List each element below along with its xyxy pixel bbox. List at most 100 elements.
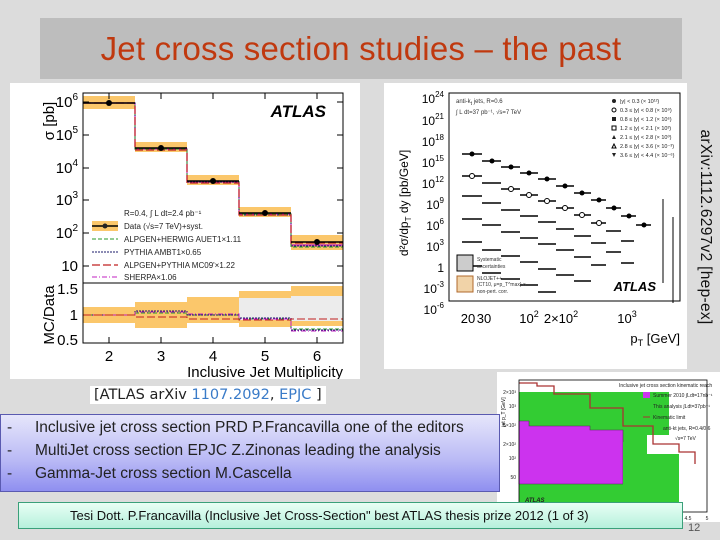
- svg-text:30: 30: [477, 311, 491, 326]
- svg-text:103: 103: [426, 238, 444, 254]
- svg-text:1021: 1021: [422, 112, 445, 128]
- svg-text:106: 106: [426, 217, 444, 233]
- svg-text:1.5: 1.5: [57, 281, 78, 298]
- svg-text:2: 2: [105, 348, 113, 365]
- svg-text:ALPGEN+PYTHIA MC09'×1.22: ALPGEN+PYTHIA MC09'×1.22: [124, 261, 235, 270]
- kinematic-reach-chart: Inclusive jet cross section kinematic re…: [497, 372, 720, 522]
- svg-text:1: 1: [70, 307, 78, 324]
- bullet-item: - Inclusive jet cross section PRD P.Fran…: [1, 419, 501, 441]
- svg-text:2.1 ≤ |y| < 2.8 (× 10⁰): 2.1 ≤ |y| < 2.8 (× 10⁰): [620, 134, 672, 141]
- footer-text: Tesi Dott. P.Francavilla (Inclusive Jet …: [70, 508, 589, 523]
- x-axis-label: pT [GeV]: [630, 331, 680, 348]
- svg-text:|y| < 0.3 (× 10¹²): |y| < 0.3 (× 10¹²): [620, 99, 659, 105]
- citation-suffix: ]: [311, 387, 322, 403]
- data-points: [462, 153, 651, 293]
- arxiv-id-text: arXiv:1112.6297v2 [hep-ex]: [697, 129, 714, 325]
- svg-text:ATLAS: ATLAS: [524, 498, 545, 504]
- kinematic-chart-svg: Inclusive jet cross section kinematic re…: [501, 379, 713, 522]
- svg-text:SHERPA×1.06: SHERPA×1.06: [124, 273, 177, 282]
- svg-text:4: 4: [209, 348, 217, 365]
- svg-text:102: 102: [56, 223, 79, 242]
- svg-text:2×102: 2×102: [544, 309, 578, 326]
- svg-text:5: 5: [706, 516, 709, 522]
- svg-text:√s=7 TeV: √s=7 TeV: [675, 435, 697, 442]
- svg-text:50: 50: [510, 475, 516, 481]
- svg-text:Kinematic limit: Kinematic limit: [653, 415, 686, 421]
- svg-text:0.8 ≤ |y| < 1.2 (× 10⁶): 0.8 ≤ |y| < 1.2 (× 10⁶): [620, 116, 672, 123]
- slide-title-bar: Jet cross section studies – the past: [40, 18, 682, 79]
- svg-text:109: 109: [426, 196, 444, 212]
- svg-text:Inclusive jet cross section ki: Inclusive jet cross section kinematic re…: [619, 383, 712, 389]
- svg-text:10-6: 10-6: [424, 301, 445, 317]
- svg-text:anti-kt jets, R=0.6: anti-kt jets, R=0.6: [456, 99, 503, 107]
- svg-text:1018: 1018: [422, 133, 445, 149]
- svg-text:1.2 ≤ |y| < 2.1 (× 10³): 1.2 ≤ |y| < 2.1 (× 10³): [620, 126, 671, 132]
- svg-text:1012: 1012: [422, 175, 445, 191]
- svg-text:6: 6: [313, 348, 321, 365]
- svg-text:R=0.4, ∫ L dt=2.4 pb⁻¹: R=0.4, ∫ L dt=2.4 pb⁻¹: [124, 209, 202, 218]
- svg-text:10: 10: [61, 258, 78, 275]
- svg-text:10²: 10²: [509, 456, 517, 462]
- svg-text:1: 1: [437, 261, 444, 275]
- svg-text:This analysis ∫Ldt=37pb⁻¹: This analysis ∫Ldt=37pb⁻¹: [653, 404, 710, 410]
- svg-text:PYTHIA AMBT1×0.65: PYTHIA AMBT1×0.65: [124, 248, 202, 257]
- svg-text:103: 103: [617, 309, 636, 326]
- citation-prefix: [ATLAS arXiv: [94, 387, 192, 403]
- y-axis-label: d²σ/dpT dy [pb/GeV]: [397, 150, 413, 256]
- x-axis-label: Inclusive Jet Multiplicity: [187, 364, 343, 379]
- bullet-text: Inclusive jet cross section PRD P.Franca…: [35, 419, 464, 436]
- svg-text:102: 102: [519, 309, 538, 326]
- svg-text:106: 106: [56, 92, 79, 111]
- svg-text:anti-kt jets, R=0.4/0.6: anti-kt jets, R=0.4/0.6: [663, 426, 711, 432]
- svg-text:3.6 ≤ |y| < 4.4 (× 10⁻⁶): 3.6 ≤ |y| < 4.4 (× 10⁻⁶): [620, 152, 675, 159]
- svg-text:0.3 ≤ |y| < 0.8 (× 10⁹): 0.3 ≤ |y| < 0.8 (× 10⁹): [620, 107, 672, 114]
- svg-text:ALPGEN+HERWIG AUET1×1.11: ALPGEN+HERWIG AUET1×1.11: [124, 235, 242, 244]
- bullet-marker: -: [7, 465, 13, 482]
- atlas-label: ATLAS: [613, 279, 657, 294]
- atlas-label: ATLAS: [270, 102, 327, 121]
- svg-text:2.8 ≤ |y| < 3.6 (× 10⁻³): 2.8 ≤ |y| < 3.6 (× 10⁻³): [620, 144, 674, 150]
- svg-text:5×10²: 5×10²: [503, 423, 516, 429]
- svg-text:10-3: 10-3: [424, 280, 445, 296]
- page-number: 12: [688, 522, 701, 534]
- svg-text:3: 3: [157, 348, 165, 365]
- svg-text:2×10²: 2×10²: [503, 442, 516, 448]
- bullet-list-box: - Inclusive jet cross section PRD P.Fran…: [0, 414, 500, 492]
- bullet-item: - MultiJet cross section EPJC Z.Zinonas …: [1, 442, 501, 464]
- svg-text:2×10³: 2×10³: [503, 390, 516, 396]
- svg-text:4.5: 4.5: [685, 516, 692, 522]
- svg-text:uncertainties: uncertainties: [477, 264, 506, 270]
- arxiv-vertical-label: arXiv:1112.6297v2 [hep-ex]: [688, 86, 720, 368]
- footer-note-box: Tesi Dott. P.Francavilla (Inclusive Jet …: [18, 502, 683, 529]
- multijet-cross-section-chart: ATLAS 106 105 104 103 102 10 σ [pb] R=0.…: [10, 83, 360, 381]
- svg-text:jet p_T [GeV]: jet p_T [GeV]: [501, 397, 507, 428]
- legend: R=0.4, ∫ L dt=2.4 pb⁻¹ Data (√s=7 TeV)+s…: [92, 209, 242, 282]
- bullet-marker: -: [7, 419, 13, 436]
- svg-text:Systematic: Systematic: [477, 257, 502, 263]
- svg-text:Summer 2010 ∫Ldt=17nb⁻¹: Summer 2010 ∫Ldt=17nb⁻¹: [653, 393, 713, 399]
- svg-text:20: 20: [461, 311, 475, 326]
- svg-text:1024: 1024: [422, 90, 445, 106]
- svg-text:0.5: 0.5: [57, 332, 78, 349]
- svg-text:5: 5: [261, 348, 269, 365]
- arxiv-link[interactable]: 1107.2092: [191, 387, 270, 403]
- citation: [ATLAS arXiv 1107.2092, EPJC ]: [90, 386, 326, 404]
- bullet-marker: -: [7, 442, 13, 459]
- svg-text:MC/Data: MC/Data: [41, 285, 58, 345]
- svg-text:(CT10, μ=p_T^max) ×: (CT10, μ=p_T^max) ×: [477, 282, 526, 288]
- svg-text:∫ L dt=37 pb⁻¹, √s=7 TeV: ∫ L dt=37 pb⁻¹, √s=7 TeV: [455, 109, 521, 116]
- svg-text:103: 103: [56, 190, 79, 209]
- bullet-item: - Gamma-Jet cross section M.Cascella: [1, 465, 501, 487]
- svg-text:NLOJET++: NLOJET++: [477, 276, 502, 282]
- slide-title: Jet cross section studies – the past: [100, 29, 622, 67]
- inclusive-chart-svg: 1024 1021 1018 1015 1012 109 106 103 1 1…: [397, 90, 681, 348]
- journal-link[interactable]: EPJC: [279, 387, 312, 403]
- svg-text:1015: 1015: [422, 154, 445, 170]
- inclusive-jet-cross-section-chart: 1024 1021 1018 1015 1012 109 106 103 1 1…: [384, 83, 687, 369]
- svg-text:10³: 10³: [509, 404, 517, 410]
- bullet-text: Gamma-Jet cross section M.Cascella: [35, 465, 292, 482]
- svg-text:105: 105: [56, 125, 79, 144]
- citation-sep: ,: [269, 387, 280, 403]
- multijet-chart-svg: ATLAS 106 105 104 103 102 10 σ [pb] R=0.…: [41, 92, 344, 381]
- svg-text:104: 104: [56, 158, 79, 177]
